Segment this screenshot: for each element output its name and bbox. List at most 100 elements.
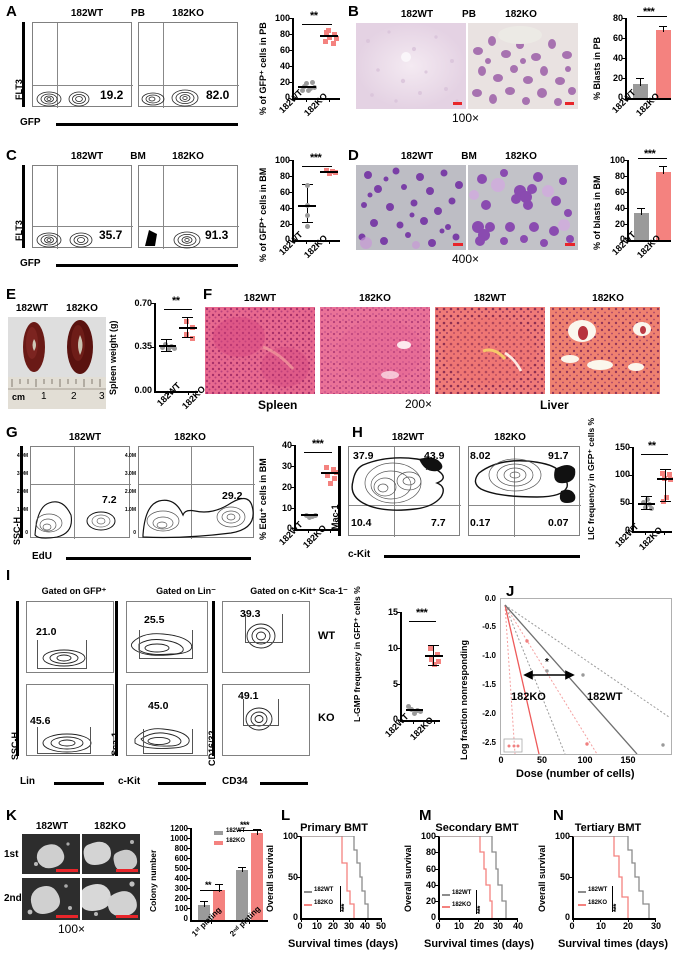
panel-e-ruler: cm 1 2 3 bbox=[8, 377, 106, 409]
panel-d-significance: *** bbox=[644, 148, 656, 160]
panel-n-significance: *** bbox=[612, 904, 621, 912]
panel-e-ruler-mark-2: 2 bbox=[71, 391, 77, 402]
panel-j-significance: * bbox=[545, 657, 549, 668]
panel-e-significance: ** bbox=[172, 295, 180, 307]
panel-i-yaxis-bar-1 bbox=[16, 601, 19, 756]
panel-j-xtick-3: 150 bbox=[620, 755, 636, 765]
panel-n-xtick-2: 20 bbox=[622, 921, 633, 931]
panel-k-significance-1: ** bbox=[205, 880, 212, 890]
panel-g-ytick-0: 0 bbox=[25, 530, 28, 536]
panel-h-scatter: 150 100 50 0 ** bbox=[608, 440, 673, 542]
panel-i-value-r0c0: 21.0 bbox=[36, 626, 57, 638]
panel-l-xtick-4: 40 bbox=[359, 921, 370, 931]
panel-e-img-title-ko: 182KO bbox=[66, 303, 98, 314]
panel-l-legend-label-ko: 182KO bbox=[314, 900, 334, 906]
panel-m-xtick-4: 40 bbox=[512, 921, 523, 931]
panel-f-title-0: 182WT bbox=[243, 293, 277, 304]
panel-n-survival-chart: 100 50 0 182WT 182KO *** bbox=[550, 831, 662, 940]
panel-j-xlabel: Dose (number of cells) bbox=[516, 768, 635, 780]
panel-f-image-spleen-ko bbox=[320, 307, 430, 394]
panel-k-legend-swatch-ko bbox=[214, 841, 223, 845]
panel-i-xaxis-label-2: CD34 bbox=[222, 776, 248, 787]
panel-l-legend-swatch-wt bbox=[304, 891, 312, 893]
panel-h-flowplot-ko bbox=[468, 446, 581, 537]
panel-f-title-2: 182WT bbox=[473, 293, 507, 304]
panel-a-xaxis-label: GFP bbox=[20, 117, 41, 128]
panel-j-label-ko: 182KO bbox=[511, 691, 546, 703]
panel-m-xlabel: Survival times (days) bbox=[424, 938, 535, 950]
panel-j-ytick-2: -1.0 bbox=[482, 651, 496, 660]
panel-g-flowplot-ko bbox=[138, 446, 255, 539]
panel-c-scatter: 100 80 60 40 20 0 *** bbox=[272, 152, 340, 252]
panel-h-q-ll-ko: 0.17 bbox=[470, 517, 491, 529]
panel-c-xaxis-label: GFP bbox=[20, 258, 41, 269]
panel-i-yaxis-bar-3 bbox=[212, 601, 215, 756]
panel-i-xaxis-label-1: c-Kit bbox=[118, 776, 141, 787]
panel-j-ytick-5: -2.5 bbox=[482, 738, 496, 747]
panel-l-xtick-1: 10 bbox=[311, 921, 322, 931]
panel-i-flow-r1c2 bbox=[222, 684, 310, 756]
panel-i-significance: *** bbox=[416, 607, 428, 619]
panel-f-magnification: 200× bbox=[405, 397, 433, 411]
panel-h-q-ul-wt: 37.9 bbox=[353, 450, 374, 462]
panel-k-colony-wt-2nd bbox=[22, 878, 80, 920]
panel-n-xtick-0: 0 bbox=[569, 921, 575, 931]
panel-f-title-3: 182KO bbox=[592, 293, 624, 304]
panel-g-xaxis-label: EdU bbox=[32, 551, 52, 562]
panel-i-xaxis-label-0: Lin bbox=[20, 776, 35, 787]
panel-k-colony-ko-2nd bbox=[82, 878, 140, 920]
panel-c-flowplot-ko bbox=[138, 165, 239, 249]
panel-i-value-r1c0: 45.6 bbox=[30, 715, 51, 727]
panel-k-magnification: 100× bbox=[58, 922, 86, 936]
panel-f-image-liver-ko bbox=[550, 307, 660, 394]
panel-k-rowlabel-2nd: 2nd bbox=[4, 893, 22, 904]
panel-m-legend-swatch-ko bbox=[442, 906, 450, 908]
panel-d-img1-title: 182WT bbox=[400, 151, 434, 162]
panel-f-organ-right: Liver bbox=[540, 398, 569, 412]
panel-g-scatter: 40 30 20 10 0 *** bbox=[272, 438, 339, 540]
panel-g-value-ko: 29.2 bbox=[222, 490, 243, 502]
panel-k-legend-label-wt: 182WT bbox=[226, 828, 246, 834]
panel-b-img1-title: 182WT bbox=[400, 9, 434, 20]
panel-i-scatter: 15 10 5 0 *** bbox=[378, 607, 443, 732]
panel-f-title-1: 182KO bbox=[359, 293, 391, 304]
panel-i-xaxis-bar-2 bbox=[260, 782, 308, 785]
panel-l-xtick-3: 30 bbox=[343, 921, 354, 931]
panel-a-flow2-title: 182KO bbox=[172, 8, 204, 19]
panel-f-image-liver-wt bbox=[435, 307, 545, 394]
panel-k-img-title-wt: 182WT bbox=[35, 821, 69, 832]
panel-a-value-ko: 82.0 bbox=[206, 88, 230, 102]
panel-i-coltitle-1: Gated on Lin⁻ bbox=[156, 586, 216, 596]
panel-c-tissue: BM bbox=[130, 151, 146, 162]
panel-g-flowplot-wt bbox=[30, 446, 131, 539]
panel-a-yaxis-label: FLT3 bbox=[14, 79, 24, 100]
panel-g-flow2-title: 182KO bbox=[174, 432, 206, 443]
panel-i-rowlabel-wt: WT bbox=[318, 630, 336, 642]
panel-l-xtick-2: 20 bbox=[327, 921, 338, 931]
panel-i-coltitle-0: Gated on GFP⁺ bbox=[41, 586, 107, 596]
panel-g-ko-ytick-2: 2.0M bbox=[124, 489, 136, 495]
panel-h-flow1-title: 182WT bbox=[391, 432, 425, 443]
panel-h-q-ul-ko: 8.02 bbox=[470, 450, 491, 462]
panel-m-legend-label-ko: 182KO bbox=[452, 902, 472, 908]
panel-n-legend-swatch-ko bbox=[578, 904, 586, 906]
panel-g-ytick-4: 4.0M bbox=[8, 453, 28, 459]
panel-h-chart-ylabel-1: LIC frequency in GFP⁺ cells % bbox=[586, 417, 596, 540]
panel-g-value-wt: 7.2 bbox=[102, 494, 117, 506]
panel-l-significance: *** bbox=[340, 904, 349, 912]
panel-c-significance: *** bbox=[310, 152, 322, 164]
panel-l-xlabel: Survival times (days) bbox=[288, 938, 399, 950]
panel-b-image-wt bbox=[356, 23, 466, 109]
panel-j-plot: * 182KO 182WT bbox=[500, 598, 672, 755]
panel-a-tissue: PB bbox=[131, 8, 145, 19]
panel-i-coltitle-2: Gated on c-Kit⁺ Sca-1⁻ bbox=[250, 586, 348, 596]
panel-d-bar-chart: 100 80 60 40 20 0 *** bbox=[605, 148, 671, 252]
panel-k-significance-2: *** bbox=[240, 820, 250, 830]
panel-g-ko-ytick-4: 4.0M bbox=[124, 453, 136, 459]
panel-i-yaxis-label-2: CD16/32 bbox=[207, 730, 217, 766]
panel-c-flow2-title: 182KO bbox=[172, 151, 204, 162]
panel-g-ko-ytick-1: 1.0M bbox=[124, 507, 136, 513]
panel-m-xtick-3: 30 bbox=[492, 921, 503, 931]
panel-g-ko-ytick-0: 0 bbox=[133, 530, 136, 536]
panel-a-flow1-title: 182WT bbox=[70, 8, 104, 19]
